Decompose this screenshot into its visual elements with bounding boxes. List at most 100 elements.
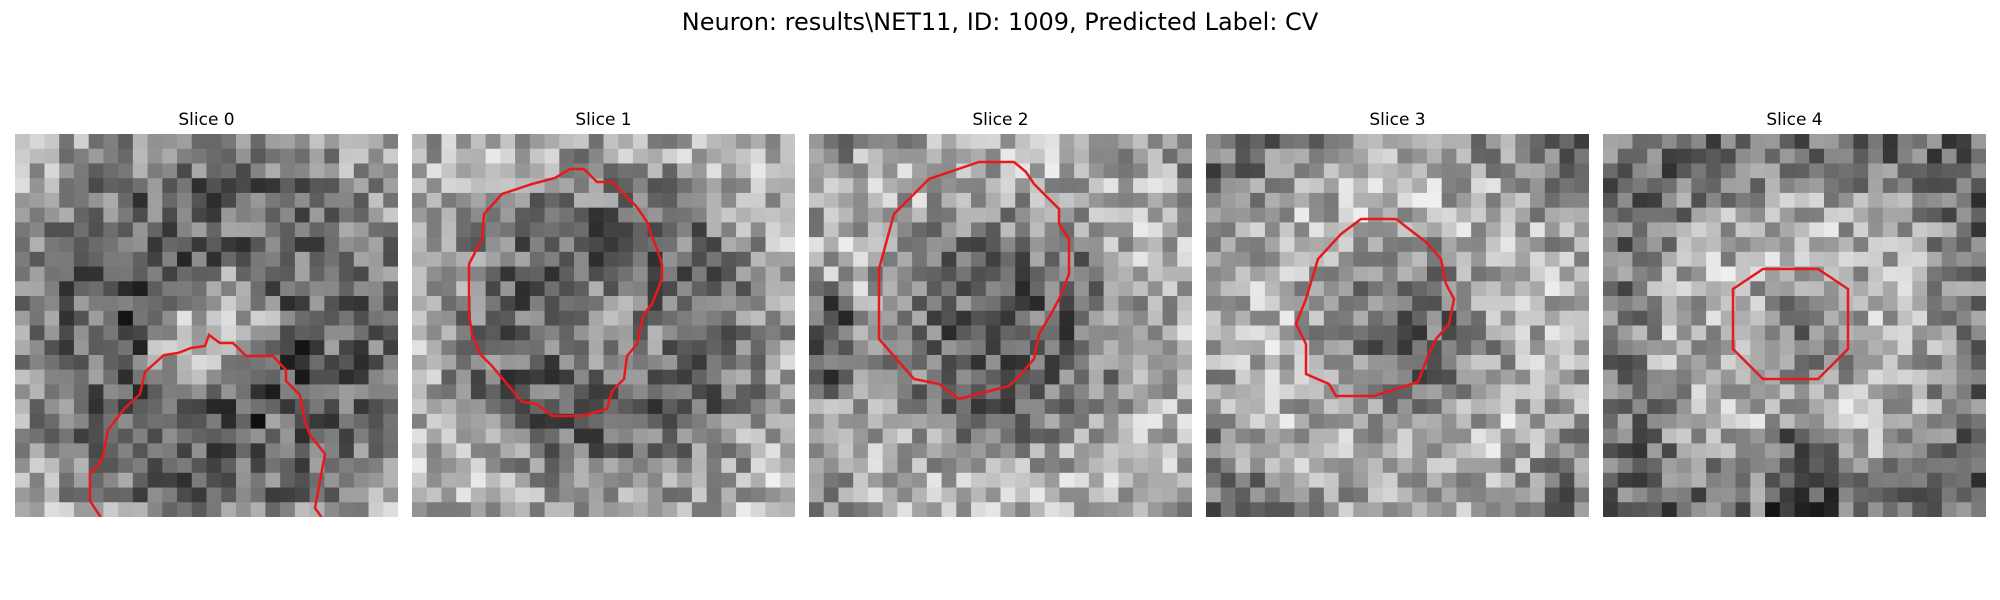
pixel-cell [971, 296, 987, 312]
pixel-cell [1323, 340, 1340, 356]
pixel-cell [515, 251, 531, 268]
pixel-cell [750, 399, 767, 415]
pixel-cell [677, 163, 693, 179]
pixel-cell [1720, 266, 1737, 282]
pixel-cell [985, 207, 1002, 223]
pixel-cell [1544, 266, 1561, 282]
pixel-cell [574, 428, 590, 444]
pixel-cell [500, 148, 516, 165]
slice-image-4 [1603, 134, 1986, 517]
pixel-cell [103, 178, 119, 194]
pixel-cell [823, 458, 840, 474]
pixel-cell [544, 222, 560, 238]
pixel-cell [1691, 369, 1707, 386]
pixel-cell [1412, 310, 1428, 327]
pixel-cell [118, 281, 134, 297]
pixel-cell [574, 443, 590, 459]
pixel-cell [1500, 310, 1516, 327]
pixel-cell [1882, 458, 1899, 474]
pixel-cell [823, 384, 840, 400]
pixel-cell [294, 354, 311, 371]
pixel-cell [500, 340, 516, 356]
pixel-cell [867, 458, 884, 474]
pixel-cell [162, 237, 178, 253]
pixel-cell [1647, 340, 1663, 356]
pixel-cell [280, 369, 296, 386]
pixel-cell [1368, 178, 1384, 194]
pixel-cell [1779, 251, 1796, 268]
pixel-cell [1941, 207, 1958, 223]
slice-title-3: Slice 3 [1369, 110, 1426, 130]
pixel-cell [1603, 487, 1619, 503]
pixel-cell [368, 413, 384, 430]
pixel-cell [1353, 192, 1369, 209]
pixel-cell [1706, 237, 1722, 253]
pixel-cell [882, 413, 898, 430]
pixel-cell [941, 487, 957, 503]
pixel-cell [1823, 472, 1840, 489]
pixel-cell [456, 222, 472, 238]
pixel-cell [1500, 325, 1516, 341]
pixel-cell [44, 192, 60, 209]
pixel-cell [103, 207, 119, 223]
pixel-cell [1868, 134, 1884, 150]
pixel-cell [823, 148, 840, 165]
pixel-cell [280, 281, 296, 297]
pixel-cell [1912, 134, 1928, 150]
pixel-cell [838, 428, 854, 444]
pixel-cell [1971, 369, 1986, 386]
pixel-cell [1632, 369, 1648, 386]
pixel-cell [1412, 148, 1428, 165]
pixel-cell [1544, 134, 1561, 150]
pixel-cell [1823, 369, 1840, 386]
pixel-cell [44, 369, 60, 386]
pixel-cell [1661, 296, 1678, 312]
pixel-cell [1882, 413, 1899, 430]
roi-contour-3 [1294, 217, 1456, 398]
pixel-cell [574, 281, 590, 297]
pixel-cell [1809, 178, 1825, 194]
pixel-cell [1088, 266, 1105, 282]
pixel-cell [1868, 310, 1884, 327]
pixel-cell [29, 399, 46, 415]
pixel-cell [1530, 266, 1546, 282]
pixel-cell [765, 458, 781, 474]
pixel-cell [1412, 134, 1428, 150]
pixel-cell [809, 192, 825, 209]
pixel-cell [618, 340, 634, 356]
pixel-cell [1309, 487, 1325, 503]
pixel-cell [324, 458, 340, 474]
pixel-cell [706, 296, 722, 312]
pixel-cell [1206, 207, 1222, 223]
pixel-cell [1691, 251, 1707, 268]
pixel-cell [1823, 340, 1840, 356]
pixel-cell [588, 325, 605, 341]
pixel-cell [1823, 163, 1840, 179]
pixel-cell [485, 266, 501, 282]
pixel-cell [1765, 237, 1781, 253]
pixel-cell [1779, 134, 1796, 150]
pixel-cell [500, 443, 516, 459]
pixel-cell [823, 325, 840, 341]
pixel-cell [1368, 369, 1384, 386]
pixel-cell [1147, 399, 1164, 415]
pixel-cell [500, 399, 516, 415]
pixel-cell [88, 310, 104, 327]
pixel-cell [1177, 281, 1192, 297]
pixel-cell [235, 207, 252, 223]
pixel-cell [1456, 428, 1472, 444]
pixel-cell [529, 458, 546, 474]
pixel-cell [1912, 340, 1928, 356]
pixel-cell [1574, 502, 1589, 517]
pixel-cell [324, 443, 340, 459]
pixel-cell [1235, 148, 1251, 165]
pixel-cell [1632, 251, 1648, 268]
pixel-cell [1441, 192, 1458, 209]
pixel-cell [736, 502, 752, 517]
pixel-cell [1177, 148, 1192, 165]
pixel-cell [838, 134, 854, 150]
pixel-cell [1471, 428, 1487, 444]
pixel-cell [647, 163, 664, 179]
pixel-cell [765, 340, 781, 356]
pixel-cell [809, 163, 825, 179]
